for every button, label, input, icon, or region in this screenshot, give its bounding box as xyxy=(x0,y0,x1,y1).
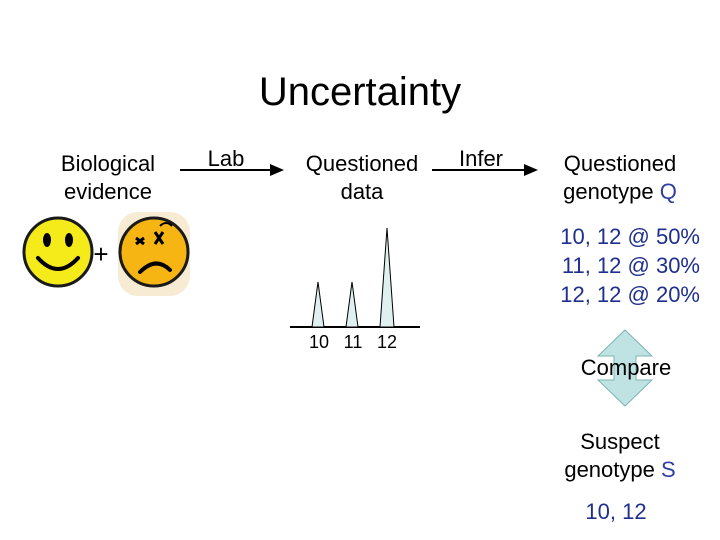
questioned-genotype-label: Questioned genotype Q xyxy=(540,150,700,206)
suspect-genotype-word: genotype xyxy=(564,457,661,482)
plus-sign: + xyxy=(93,239,109,269)
genotype-prob-1: 10, 12 @ 50% xyxy=(560,224,700,249)
questioned-genotype-line2: genotype Q xyxy=(540,178,700,206)
peak-11 xyxy=(345,281,359,328)
questioned-data-label: Questioned data xyxy=(288,150,436,206)
compare-arrow xyxy=(596,329,654,407)
genotype-prob-2: 11, 12 @ 30% xyxy=(561,253,700,278)
biological-evidence-line2: evidence xyxy=(63,179,153,204)
biological-evidence-label: Biological evidence xyxy=(48,150,168,206)
suspect-genotype-line1: Suspect xyxy=(580,429,660,454)
lab-arrow xyxy=(180,164,284,176)
questioned-data-line2: data xyxy=(340,179,384,204)
sad-face-icon xyxy=(118,212,190,296)
peak-label-11: 11 xyxy=(343,332,363,352)
infer-arrow xyxy=(432,164,538,176)
suspect-genotype-line2: genotype S xyxy=(540,456,700,484)
suspect-genotype-letter: S xyxy=(660,457,676,482)
page-title: Uncertainty xyxy=(258,70,462,114)
peak-10 xyxy=(311,281,325,328)
questioned-data-line1: Questioned xyxy=(305,151,419,176)
questioned-genotype-word: genotype xyxy=(563,179,660,204)
peak-label-10: 10 xyxy=(308,332,330,352)
compare-label: Compare xyxy=(580,355,672,380)
infer-label: Infer xyxy=(458,146,504,171)
biological-evidence-line1: Biological xyxy=(60,151,156,176)
questioned-genotype-line1: Questioned xyxy=(563,151,677,176)
peak-12 xyxy=(379,227,395,328)
genotype-probabilities: 10, 12 @ 50% 11, 12 @ 30% 12, 12 @ 20% xyxy=(520,222,700,309)
lab-label: Lab xyxy=(207,146,245,171)
suspect-genotype-value: 10, 12 xyxy=(585,499,647,524)
questioned-genotype-letter: Q xyxy=(659,179,677,204)
peak-label-12: 12 xyxy=(376,332,398,352)
suspect-genotype-label: Suspect genotype S xyxy=(540,428,700,484)
happy-face-icon xyxy=(22,216,94,288)
genotype-prob-3: 12, 12 @ 20% xyxy=(560,282,700,307)
peak-chart xyxy=(290,227,420,328)
